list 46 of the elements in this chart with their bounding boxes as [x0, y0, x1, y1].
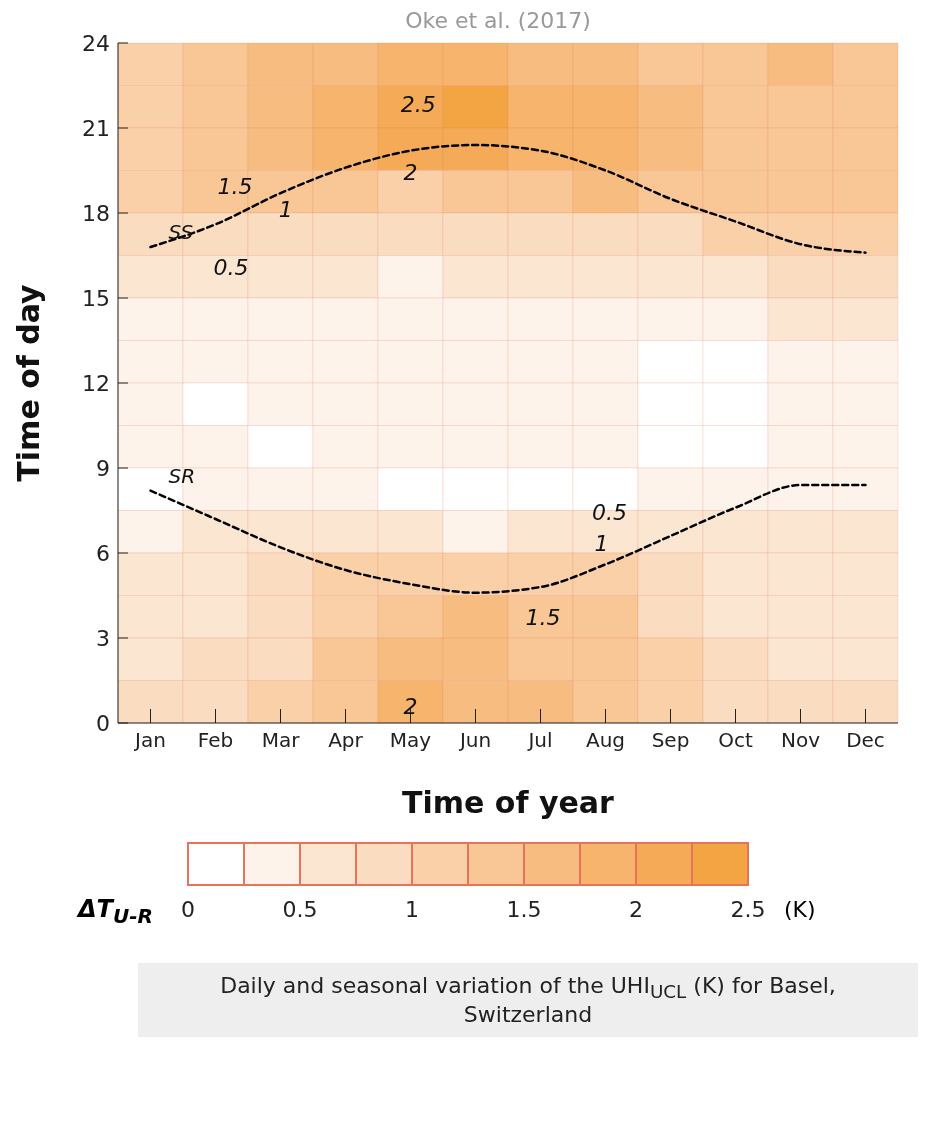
annotation: 1 — [594, 530, 609, 556]
x-tick-label: Feb — [197, 728, 234, 753]
x-tick-label: Jun — [457, 728, 492, 753]
annotation: 2.5 — [400, 92, 436, 118]
color-bar-label: 1.5 — [506, 897, 542, 922]
x-tick-label: Aug — [585, 728, 626, 753]
x-tick-label: Mar — [261, 728, 301, 753]
x-tick-label: Sep — [651, 728, 690, 753]
series-label: SS — [168, 220, 194, 244]
x-axis-title: Time of year — [402, 785, 615, 820]
color-bar-label: 0.5 — [282, 897, 318, 922]
y-tick-label: 21 — [82, 115, 110, 141]
text: (K) — [784, 897, 816, 922]
color-bar-label: 1 — [405, 897, 419, 922]
annotation: 0.5 — [213, 255, 249, 281]
y-tick-label: 12 — [82, 370, 110, 396]
y-tick-label: 15 — [82, 285, 110, 311]
text: Daily and seasonal variation of the UHI$_{UCL}$ (K) for Basel, Switzerland — [220, 973, 836, 1028]
color-bar-label: 0 — [181, 897, 195, 922]
y-tick-label: 24 — [82, 30, 110, 56]
color-bar-label: 2 — [629, 897, 643, 922]
x-tick-label: Oct — [718, 728, 753, 753]
annotation: 2 — [403, 693, 418, 719]
x-tick-label: Jul — [526, 728, 553, 753]
x-tick-label: May — [389, 728, 432, 753]
annotation: 1.5 — [525, 605, 561, 631]
annotation: 1 — [278, 197, 293, 223]
color-bar-label: 2.5 — [730, 897, 766, 922]
y-tick-label: 9 — [96, 455, 110, 481]
y-tick-label: 18 — [82, 200, 110, 226]
x-tick-label: Jan — [133, 728, 166, 753]
x-tick-label: Dec — [846, 728, 885, 753]
y-tick-label: 3 — [96, 625, 110, 651]
series-label: SR — [168, 463, 196, 488]
x-tick-label: Apr — [328, 728, 364, 753]
annotation: 2 — [403, 160, 418, 186]
annotation: 0.5 — [591, 500, 627, 526]
y-tick-label: 0 — [96, 710, 110, 736]
x-tick-label: Nov — [780, 728, 821, 753]
line-series — [149, 143, 867, 254]
y-axis-title: Time of day — [10, 283, 46, 482]
y-tick-label: 6 — [96, 540, 110, 566]
line-series — [149, 483, 867, 594]
annotation: 1.5 — [217, 173, 253, 199]
color-bar-title: ΔT$_{U-R}$ — [78, 895, 153, 928]
text: Oke et al. (2017) — [405, 8, 591, 33]
